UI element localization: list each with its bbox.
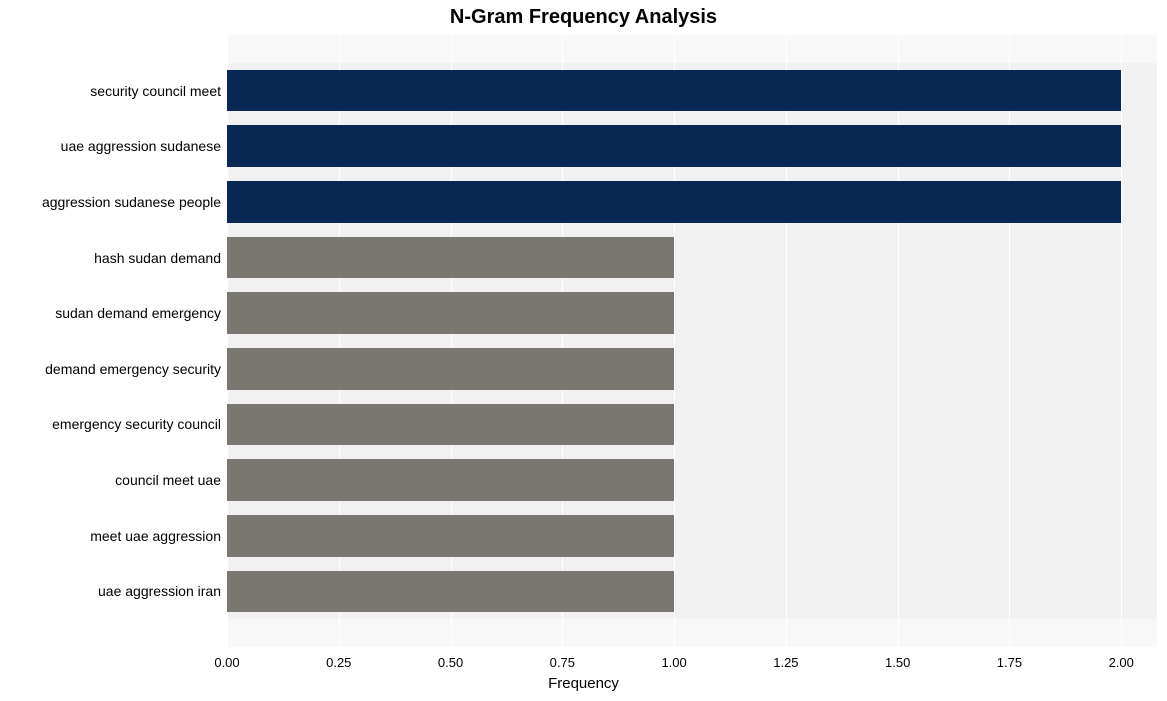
x-axis-title: Frequency: [0, 675, 1167, 692]
y-tick-label: meet uae aggression: [90, 528, 221, 544]
bar: [227, 459, 674, 501]
bar: [227, 125, 1121, 167]
y-tick-label: sudan demand emergency: [55, 305, 221, 321]
bar: [227, 237, 674, 279]
y-tick-label: hash sudan demand: [94, 250, 221, 266]
bar: [227, 571, 674, 613]
x-grid-line: [1121, 35, 1122, 647]
plot-area: [227, 35, 1157, 647]
x-tick-label: 1.00: [661, 655, 686, 670]
chart-title: N-Gram Frequency Analysis: [0, 6, 1167, 29]
bar: [227, 181, 1121, 223]
y-tick-label: emergency security council: [52, 416, 221, 432]
y-tick-label: aggression sudanese people: [42, 194, 221, 210]
x-tick-label: 1.50: [885, 655, 910, 670]
x-tick-label: 0.50: [438, 655, 463, 670]
x-tick-label: 0.75: [550, 655, 575, 670]
bar: [227, 404, 674, 446]
x-tick-label: 2.00: [1109, 655, 1134, 670]
y-tick-label: uae aggression iran: [98, 583, 221, 599]
y-tick-label: demand emergency security: [45, 361, 221, 377]
x-tick-label: 0.25: [326, 655, 351, 670]
bar: [227, 348, 674, 390]
y-tick-label: security council meet: [90, 83, 221, 99]
y-tick-label: council meet uae: [115, 472, 221, 488]
ngram-frequency-chart: N-Gram Frequency Analysis Frequency secu…: [0, 0, 1167, 701]
bar: [227, 70, 1121, 112]
bar: [227, 292, 674, 334]
x-tick-label: 1.25: [773, 655, 798, 670]
x-tick-label: 1.75: [997, 655, 1022, 670]
x-tick-label: 0.00: [214, 655, 239, 670]
y-tick-label: uae aggression sudanese: [61, 138, 221, 154]
bar: [227, 515, 674, 557]
